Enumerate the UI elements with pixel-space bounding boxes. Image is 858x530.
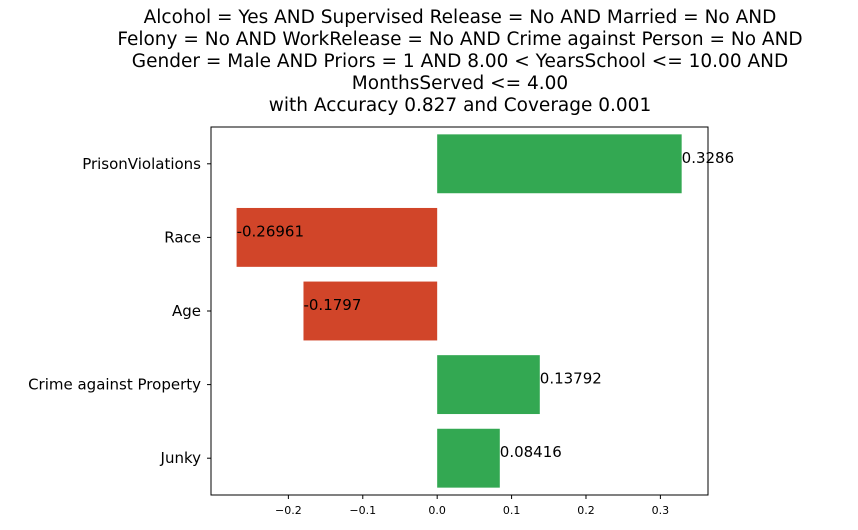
title-line: Alcohol = Yes AND Supervised Release = N… xyxy=(143,7,777,28)
title-line: Gender = Male AND Priors = 1 AND 8.00 < … xyxy=(131,51,789,72)
bar-crime-against-property xyxy=(437,355,540,415)
bar-prisonviolations xyxy=(437,134,682,194)
chart-title: Alcohol = Yes AND Supervised Release = N… xyxy=(10,7,858,117)
title-line: Felony = No AND WorkRelease = No AND Cri… xyxy=(117,29,803,50)
x-tick-label: 0.1 xyxy=(503,504,521,517)
title-line: with Accuracy 0.827 and Coverage 0.001 xyxy=(268,95,652,116)
y-tick-label: Junky xyxy=(160,449,202,467)
data-label: -0.1797 xyxy=(303,296,361,314)
bar-age xyxy=(303,281,438,341)
plot-frame xyxy=(210,126,709,496)
x-tick-label: 0.3 xyxy=(652,504,670,517)
title-line: MonthsServed <= 4.00 xyxy=(351,73,569,94)
y-tick-label: Race xyxy=(164,228,201,246)
data-label: 0.08416 xyxy=(500,443,562,461)
x-tick-label: −0.2 xyxy=(275,504,302,517)
x-tick-label: −0.1 xyxy=(349,504,376,517)
y-tick-label: Crime against Property xyxy=(28,376,201,394)
bar-race xyxy=(236,207,438,267)
data-label: 0.13792 xyxy=(540,370,602,388)
data-label: -0.26961 xyxy=(237,222,304,240)
x-tick-label: 0.0 xyxy=(428,504,446,517)
y-tick-label: Age xyxy=(172,302,201,320)
x-tick-label: 0.2 xyxy=(577,504,595,517)
y-tick-label: PrisonViolations xyxy=(82,155,201,173)
bar-junky xyxy=(437,428,500,488)
